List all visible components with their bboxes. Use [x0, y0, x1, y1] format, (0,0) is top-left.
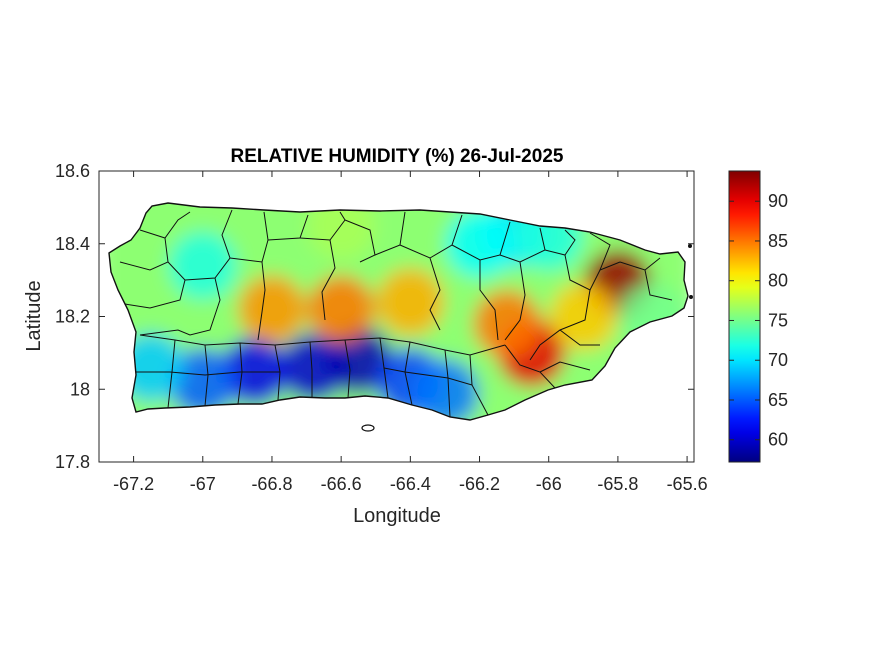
y-axis-label: Latitude: [23, 280, 45, 351]
y-tick-label: 18: [70, 379, 90, 399]
colorbar-tick-label: 80: [768, 271, 788, 291]
x-axis: -67.2 -67 -66.8 -66.6 -66.4 -66.2 -66 -65.8 -65.…: [113, 171, 708, 494]
y-tick-label: 17.8: [55, 452, 90, 472]
x-tick-label: -67: [190, 474, 216, 494]
x-tick-label: -66.6: [321, 474, 362, 494]
x-tick-label: -66.8: [251, 474, 292, 494]
x-tick-label: -66.2: [459, 474, 500, 494]
y-axis: 17.8 18 18.2 18.4 18.6: [55, 161, 694, 472]
x-tick-label: -65.6: [667, 474, 708, 494]
island-coastline: [108, 202, 689, 421]
y-tick-label: 18.6: [55, 161, 90, 181]
colorbar-tick-label: 60: [768, 430, 788, 450]
colorbar: [728, 170, 761, 463]
colorbar-tick-label: 75: [768, 310, 788, 330]
colorbar-tick-label: 85: [768, 231, 788, 251]
chart-title: RELATIVE HUMIDITY (%) 26-Jul-2025: [231, 146, 564, 167]
x-tick-label: -66: [536, 474, 562, 494]
colorbar-tick-label: 70: [768, 350, 788, 370]
x-tick-label: -67.2: [113, 474, 154, 494]
y-tick-label: 18.2: [55, 307, 90, 327]
colorbar-ticks: 60 65 70 75 80 85 90: [729, 191, 788, 450]
colorbar-tick-label: 90: [768, 191, 788, 211]
offshore-islets: [361, 244, 693, 432]
x-tick-label: -66.4: [390, 474, 431, 494]
x-axis-label: Longitude: [353, 505, 441, 527]
colorbar-tick-label: 65: [768, 390, 788, 410]
x-tick-label: -65.8: [597, 474, 638, 494]
municipal-borders: [119, 209, 673, 418]
y-tick-label: 18.4: [55, 234, 90, 254]
